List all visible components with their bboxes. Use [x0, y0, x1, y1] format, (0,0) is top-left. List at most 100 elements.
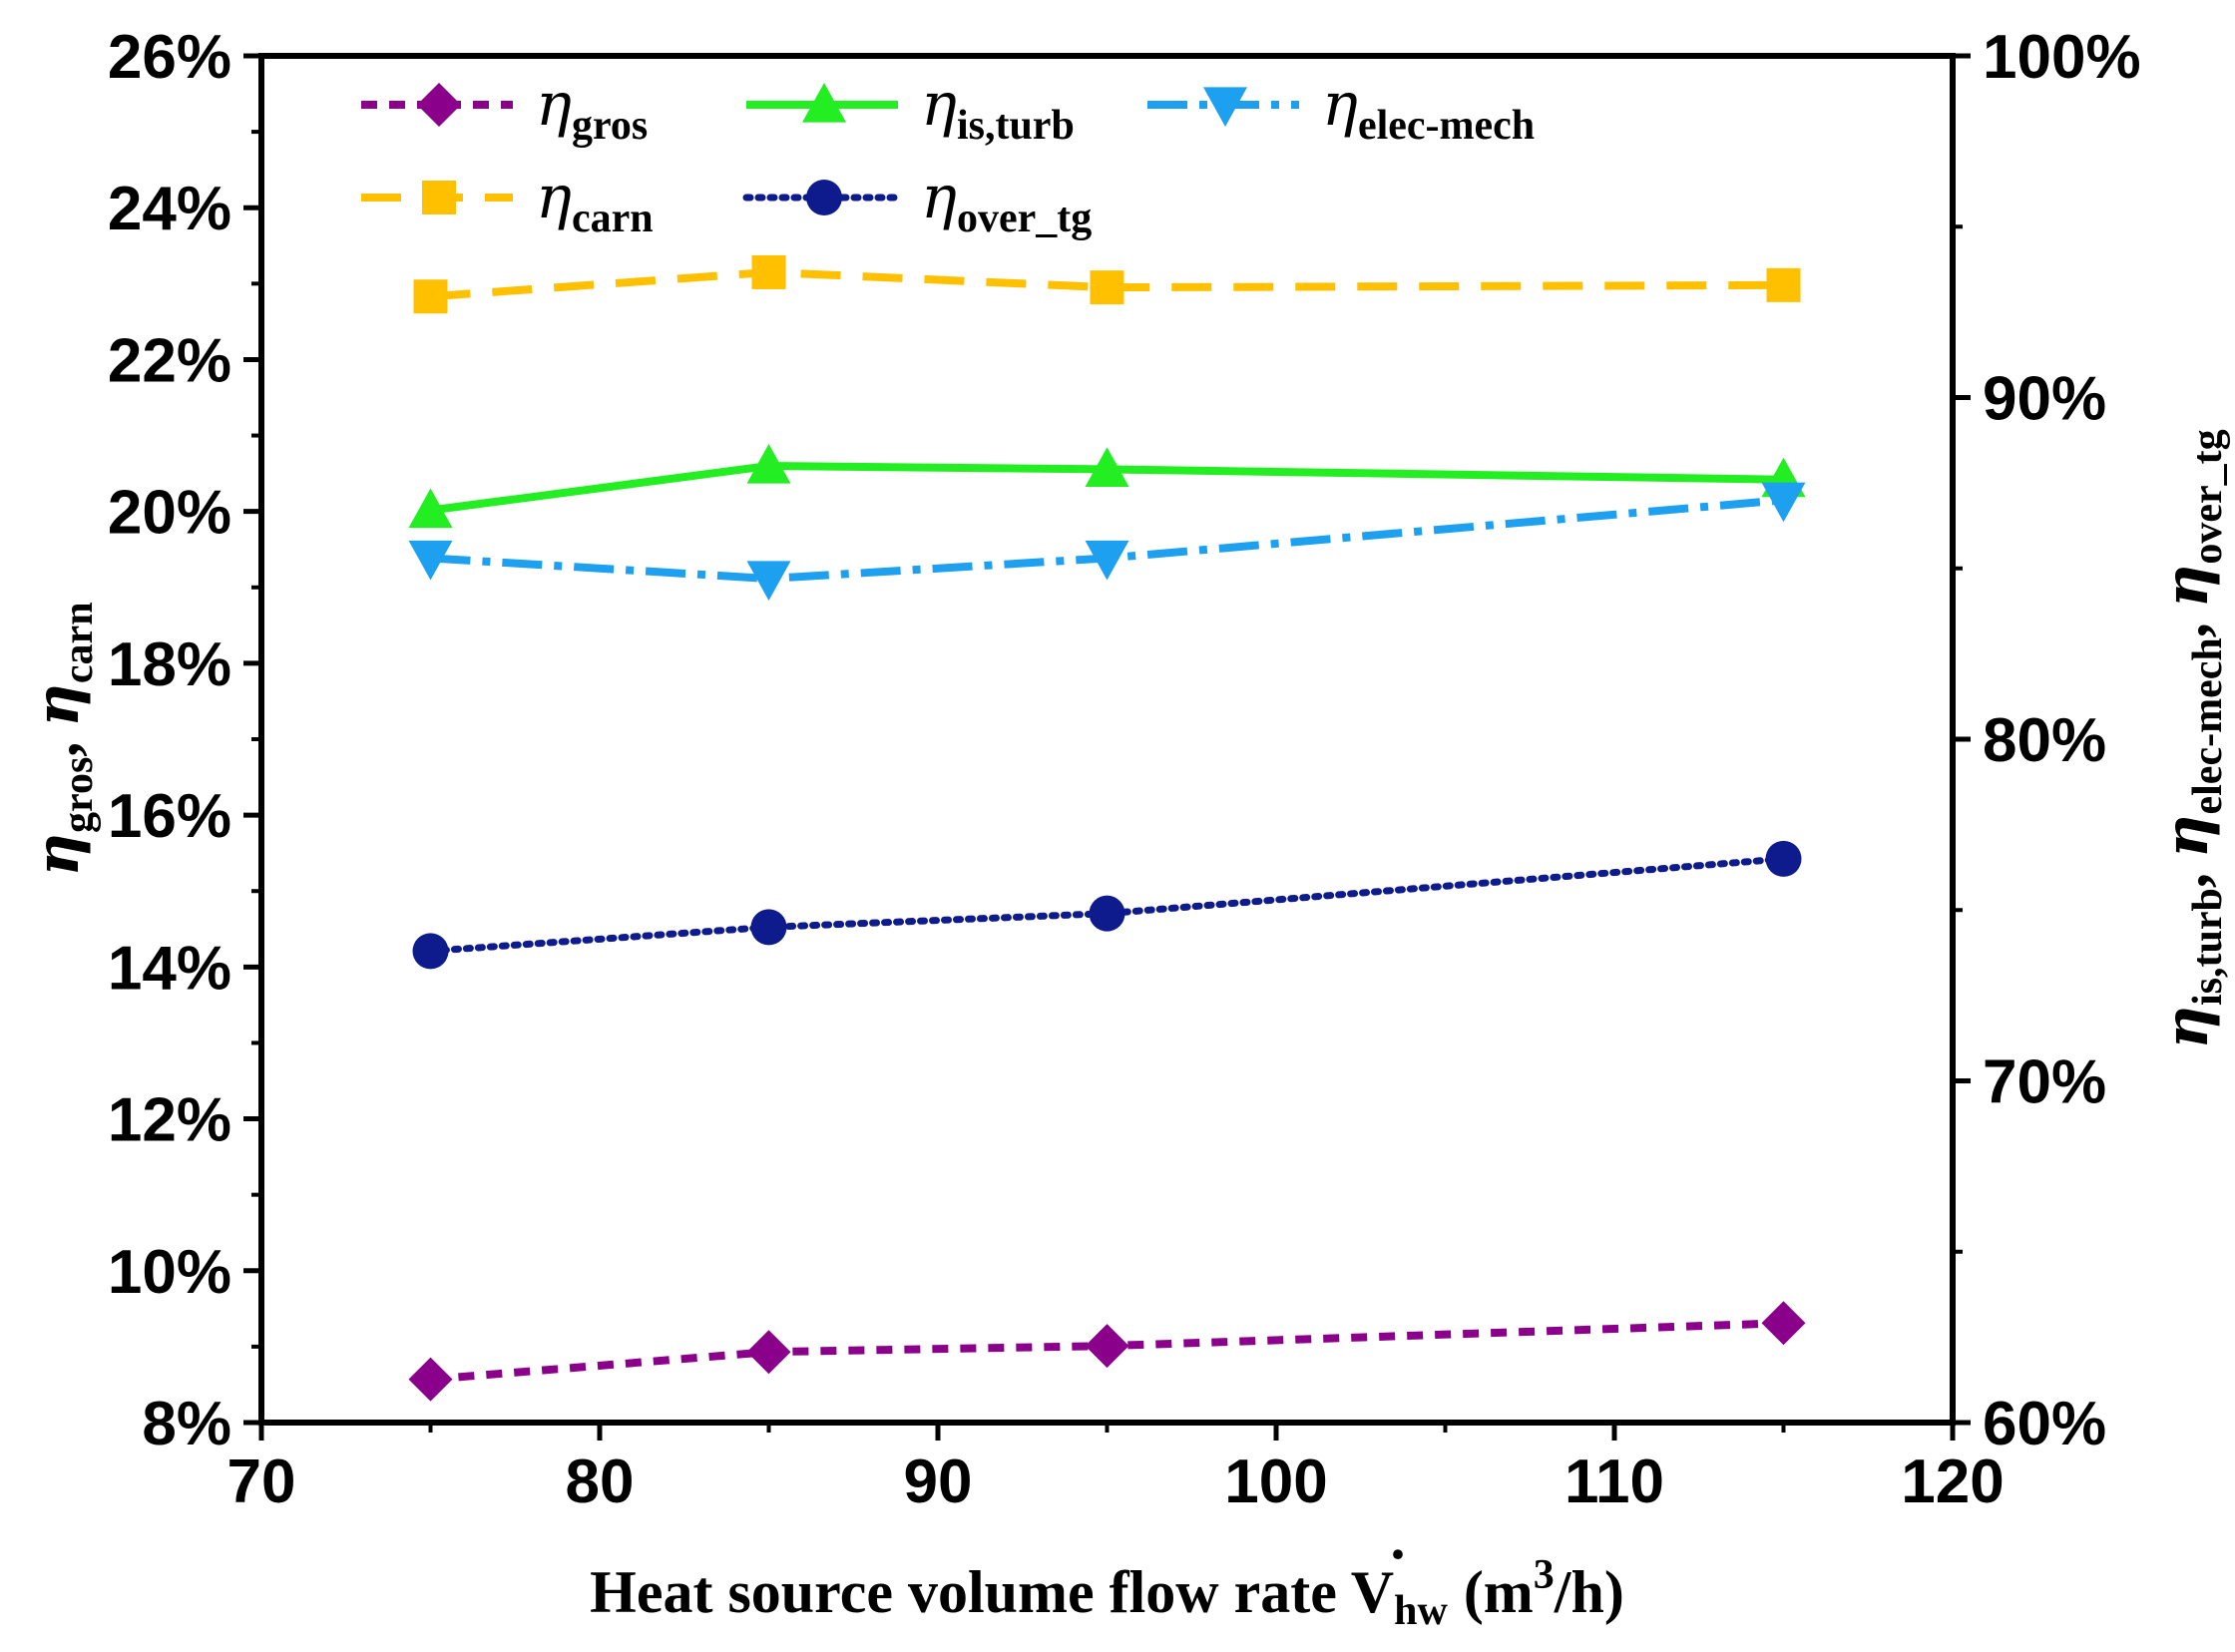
- data-point-carn: [751, 254, 786, 289]
- data-point-gros: [408, 1357, 453, 1402]
- legend-eta: η: [536, 163, 572, 232]
- data-point-is_turb: [746, 444, 791, 484]
- right-y-tick-label: 70%: [1983, 1048, 2106, 1117]
- left-y-tick-label: 16%: [108, 782, 231, 851]
- legend-label-elec_mech: ηelec-mech: [1322, 70, 1535, 149]
- x-axis-title-unit-post: /h): [1554, 1559, 1624, 1625]
- legend-eta: η: [536, 70, 572, 140]
- legend-item-elec_mech: ηelec-mech: [1147, 70, 1535, 149]
- legend-marker-gros: [417, 83, 461, 127]
- right-y-tick-label: 80%: [1983, 706, 2106, 775]
- right-y-axis-sub-1: is,turb: [2185, 888, 2231, 1006]
- data-point-elec_mech: [408, 540, 453, 581]
- legend-sub: elec-mech: [1358, 103, 1535, 149]
- legend-marker-elec_mech: [1203, 87, 1247, 127]
- legend-label-is_turb: ηis,turb: [921, 70, 1075, 149]
- legend-item-carn: ηcarn: [361, 163, 654, 241]
- right-y-axis-eta-3: η: [2152, 565, 2222, 609]
- legend-item-is_turb: ηis,turb: [746, 70, 1075, 149]
- legend-sub: over_tg: [957, 196, 1092, 241]
- right-y-tick-label: 60%: [1983, 1390, 2106, 1458]
- series-line-carn: [430, 267, 1784, 301]
- left-y-axis-sep: ,: [25, 727, 91, 757]
- data-point-gros: [1761, 1301, 1806, 1346]
- series-line-over_tg: [427, 855, 1787, 955]
- x-axis-title-main: Heat source volume flow rate V: [590, 1559, 1394, 1625]
- left-y-axis-title: ηgros, ηcarn: [23, 602, 102, 876]
- x-tick-label: 100: [1224, 1447, 1327, 1516]
- legend-sub: carn: [572, 196, 654, 241]
- left-y-tick-label: 26%: [108, 23, 231, 92]
- left-y-tick-label: 10%: [108, 1238, 231, 1307]
- left-y-tick-label: 20%: [108, 479, 231, 548]
- left-y-tick-label: 24%: [108, 175, 231, 243]
- data-point-carn: [413, 279, 448, 314]
- data-point-carn: [1766, 267, 1801, 302]
- data-point-over_tg: [750, 909, 787, 946]
- right-y-axis-sub-3: over_tg: [2185, 429, 2231, 564]
- tick-label-layer: 70 80 90 100 110 120 8% 10% 12% 14% 16% 18% 20% 22% 24…: [108, 23, 2141, 1516]
- left-y-tick-label: 22%: [108, 326, 231, 395]
- right-y-axis-title: ηis,turb, ηelec-mech, ηover_tg: [2152, 429, 2231, 1048]
- series-over_tg: [412, 840, 1802, 970]
- x-axis-title-unit-pre: (m: [1464, 1559, 1534, 1625]
- left-y-axis-eta-1: η: [23, 833, 93, 877]
- left-y-tick-label: 8%: [142, 1390, 231, 1458]
- right-y-axis-eta-1: η: [2152, 1006, 2222, 1049]
- x-tick-label: 70: [227, 1447, 296, 1516]
- plot-frame: [258, 53, 1956, 1426]
- legend-eta: η: [921, 70, 957, 140]
- series-line-gros: [430, 1319, 1784, 1384]
- left-y-tick-label: 12%: [108, 1086, 231, 1155]
- left-y-axis-sub-1: gros: [56, 757, 102, 833]
- left-y-axis-sub-2: carn: [56, 602, 102, 683]
- data-point-is_turb: [1085, 447, 1129, 488]
- data-point-over_tg: [412, 933, 449, 970]
- series-carn: [413, 254, 1801, 314]
- data-point-gros: [746, 1330, 791, 1375]
- data-point-carn: [1090, 270, 1124, 305]
- legend-marker-is_turb: [802, 83, 846, 123]
- right-y-axis-sub-2: elec-mech: [2185, 637, 2231, 814]
- data-point-elec_mech: [1761, 482, 1806, 523]
- data-point-gros: [1085, 1324, 1129, 1369]
- right-y-axis-sep-1: ,: [2154, 858, 2220, 888]
- right-y-axis-eta-2: η: [2152, 815, 2222, 859]
- data-point-over_tg: [1765, 840, 1802, 877]
- series-line-is_turb: [429, 461, 1784, 515]
- left-y-axis-eta-2: η: [23, 683, 93, 727]
- right-y-axis-sep-2: ,: [2154, 608, 2220, 637]
- legend-eta: η: [1322, 70, 1358, 140]
- x-axis-title-dot: ·: [1388, 1521, 1408, 1587]
- x-tick-label: 80: [566, 1447, 635, 1516]
- legend-item-over_tg: ηover_tg: [742, 163, 1092, 241]
- legend-sub: gros: [572, 103, 648, 149]
- series-gros: [408, 1301, 1806, 1402]
- legend-label-gros: ηgros: [536, 70, 648, 149]
- x-axis-title: Heat source volume flow rate Vhw (m3/h): [590, 1552, 1624, 1634]
- legend-eta: η: [921, 163, 957, 232]
- legend-label-carn: ηcarn: [536, 163, 654, 241]
- legend-marker-carn: [422, 181, 456, 214]
- legend-marker-over_tg: [806, 180, 842, 215]
- x-tick-label: 90: [904, 1447, 973, 1516]
- right-y-tick-label: 90%: [1983, 365, 2106, 434]
- legend-label-over_tg: ηover_tg: [921, 163, 1092, 241]
- left-y-tick-label: 14%: [108, 934, 231, 1003]
- legend-sub: is,turb: [957, 103, 1075, 149]
- legend-item-gros: ηgros: [361, 70, 648, 149]
- data-point-elec_mech: [1085, 540, 1129, 581]
- series-layer: [408, 254, 1806, 1402]
- x-tick-label: 120: [1901, 1447, 2004, 1516]
- x-axis-title-sub: hw: [1394, 1588, 1448, 1634]
- series-elec_mech: [408, 482, 1806, 602]
- data-point-elec_mech: [746, 561, 791, 602]
- left-y-tick-label: 18%: [108, 630, 231, 699]
- right-y-tick-label: 100%: [1983, 23, 2141, 92]
- series-line-elec_mech: [430, 496, 1784, 584]
- x-tick-label: 110: [1564, 1447, 1664, 1516]
- data-point-is_turb: [408, 488, 453, 529]
